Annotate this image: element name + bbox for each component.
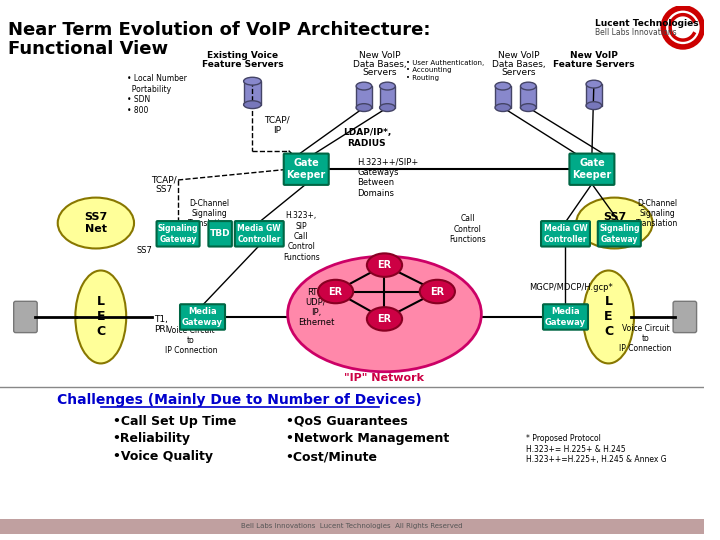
Ellipse shape — [576, 198, 652, 248]
Text: TBD: TBD — [210, 230, 230, 238]
Text: ER: ER — [431, 287, 444, 296]
Text: Existing Voice: Existing Voice — [207, 51, 278, 60]
Ellipse shape — [243, 101, 261, 109]
Text: Voice Circuit
to
IP Connection: Voice Circuit to IP Connection — [165, 326, 217, 355]
Text: * Proposed Protocol
H.323+= H.225+ & H.245
H.323++=H.225+, H.245 & Annex G: * Proposed Protocol H.323+= H.225+ & H.2… — [526, 434, 667, 464]
Text: • Local Number
  Portability
• SDN
• 800: • Local Number Portability • SDN • 800 — [127, 75, 187, 114]
Text: RTP/
UDP/
IP,
Ethernet: RTP/ UDP/ IP, Ethernet — [298, 287, 334, 327]
FancyBboxPatch shape — [673, 301, 696, 333]
Text: Feature Servers: Feature Servers — [553, 59, 634, 69]
Text: New VoIP: New VoIP — [359, 51, 400, 60]
Text: New VoIP: New VoIP — [498, 51, 539, 60]
Ellipse shape — [379, 82, 395, 90]
Text: Near Term Evolution of VoIP Architecture:: Near Term Evolution of VoIP Architecture… — [8, 22, 431, 39]
Text: Servers: Servers — [362, 69, 397, 77]
Ellipse shape — [495, 104, 510, 111]
Text: D-Channel
Signaling
Translation: D-Channel Signaling Translation — [188, 199, 230, 228]
Text: New VoIP: New VoIP — [570, 51, 618, 60]
Text: "IP" Network: "IP" Network — [344, 373, 425, 383]
Text: • Routing: • Routing — [406, 75, 439, 82]
Text: Bell Labs Innovations  Lucent Technologies  All Rights Reserved: Bell Labs Innovations Lucent Technologie… — [241, 523, 463, 529]
Text: D-Channel
Signaling
Translation: D-Channel Signaling Translation — [636, 199, 678, 228]
Text: ER: ER — [377, 260, 392, 270]
Text: Voice Circuit
to
IP Connection: Voice Circuit to IP Connection — [619, 323, 672, 353]
Text: H.323+,
SIP
Call
Control
Functions: H.323+, SIP Call Control Functions — [283, 211, 320, 262]
Ellipse shape — [586, 102, 602, 110]
Text: Media GW
Controller: Media GW Controller — [238, 224, 281, 244]
FancyBboxPatch shape — [543, 304, 588, 330]
Ellipse shape — [420, 280, 455, 303]
FancyBboxPatch shape — [598, 221, 641, 247]
Bar — [379, 86, 395, 107]
Text: • User Authentication,: • User Authentication, — [406, 59, 485, 66]
Text: Signaling
Gateway: Signaling Gateway — [599, 224, 639, 244]
Text: Media GW
Controller: Media GW Controller — [544, 224, 588, 244]
Text: Challenges (Mainly Due to Number of Devices): Challenges (Mainly Due to Number of Devi… — [58, 393, 422, 407]
Ellipse shape — [367, 253, 402, 277]
Ellipse shape — [367, 307, 402, 330]
Bar — [495, 86, 510, 107]
Text: Data Bases,: Data Bases, — [492, 59, 545, 69]
FancyBboxPatch shape — [180, 304, 225, 330]
Text: Lucent Technologies: Lucent Technologies — [595, 18, 698, 28]
Text: Functional View: Functional View — [8, 40, 168, 58]
Ellipse shape — [379, 104, 395, 111]
Text: Media
Gateway: Media Gateway — [182, 307, 223, 327]
Text: TCAP/
IP: TCAP/ IP — [264, 116, 289, 135]
Text: ER: ER — [328, 287, 343, 296]
FancyBboxPatch shape — [235, 221, 284, 247]
Text: •Voice Quality: •Voice Quality — [112, 450, 212, 463]
Text: LDAP/IP*,
RADIUS: LDAP/IP*, RADIUS — [343, 128, 391, 147]
Text: Data Bases,: Data Bases, — [353, 59, 406, 69]
FancyBboxPatch shape — [284, 153, 329, 185]
Text: Gate
Keeper: Gate Keeper — [287, 158, 326, 180]
Text: L
E
C: L E C — [604, 295, 613, 339]
Text: SS7: SS7 — [137, 246, 153, 254]
Bar — [356, 86, 372, 107]
FancyBboxPatch shape — [156, 221, 199, 247]
Text: • Accounting: • Accounting — [406, 68, 451, 73]
Text: MGCP/MDCP/H.gcp*: MGCP/MDCP/H.gcp* — [529, 283, 613, 292]
Ellipse shape — [356, 82, 372, 90]
Ellipse shape — [586, 80, 602, 88]
FancyBboxPatch shape — [208, 221, 232, 247]
Ellipse shape — [243, 77, 261, 85]
Text: Bell Labs Innovations: Bell Labs Innovations — [595, 28, 677, 37]
Ellipse shape — [521, 104, 536, 111]
Ellipse shape — [521, 82, 536, 90]
Ellipse shape — [495, 82, 510, 90]
Bar — [521, 86, 536, 107]
Text: •Network Management: •Network Management — [286, 433, 449, 446]
FancyBboxPatch shape — [541, 221, 590, 247]
Text: Feature Servers: Feature Servers — [202, 59, 284, 69]
Ellipse shape — [58, 198, 134, 248]
Ellipse shape — [583, 271, 634, 363]
Text: •Reliability: •Reliability — [112, 433, 191, 446]
Bar — [243, 81, 261, 105]
Text: •QoS Guarantees: •QoS Guarantees — [286, 415, 408, 428]
Text: H.323++/SIP+
Gateways
Between
Domains: H.323++/SIP+ Gateways Between Domains — [357, 158, 418, 198]
Ellipse shape — [287, 256, 482, 372]
Text: Servers: Servers — [501, 69, 536, 77]
Text: SS7
Net: SS7 Net — [84, 212, 107, 234]
Text: L
E
C: L E C — [96, 295, 105, 339]
FancyBboxPatch shape — [570, 153, 614, 185]
FancyBboxPatch shape — [14, 301, 37, 333]
Text: Gate
Keeper: Gate Keeper — [572, 158, 611, 180]
Text: ER: ER — [377, 314, 392, 324]
Text: •Call Set Up Time: •Call Set Up Time — [112, 415, 236, 428]
Ellipse shape — [318, 280, 354, 303]
Text: SS7
Net: SS7 Net — [603, 212, 626, 234]
Text: T1,
PRI: T1, PRI — [154, 315, 168, 334]
Bar — [586, 84, 602, 106]
Text: Signaling
Gateway: Signaling Gateway — [158, 224, 198, 244]
Ellipse shape — [76, 271, 126, 363]
Bar — [0, 518, 704, 534]
Text: •Cost/Minute: •Cost/Minute — [286, 450, 378, 463]
Ellipse shape — [356, 104, 372, 111]
Text: Media
Gateway: Media Gateway — [545, 307, 586, 327]
Text: TCAP/
SS7: TCAP/ SS7 — [151, 175, 177, 194]
Text: Call
Control
Functions: Call Control Functions — [449, 214, 486, 244]
